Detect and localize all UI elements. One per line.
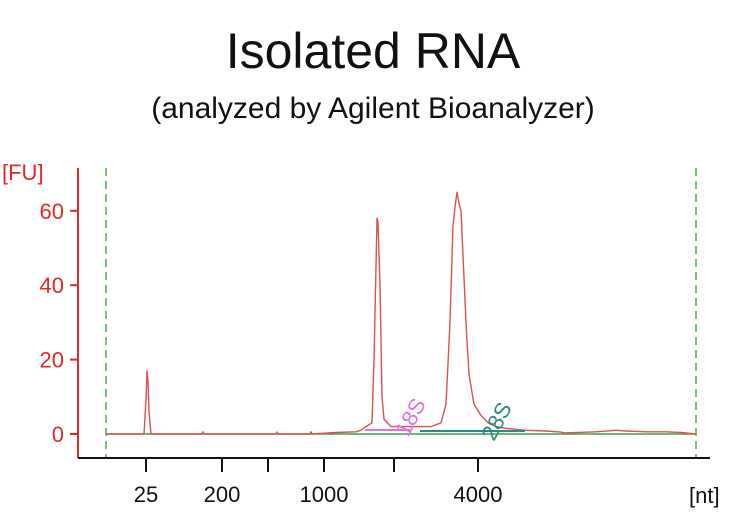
y-tick-label: 0 [52, 422, 64, 447]
signal-trace [106, 191, 697, 435]
x-axis-label: [nt] [689, 483, 720, 508]
x-tick-label: 25 [134, 482, 158, 507]
y-tick-label: 60 [40, 199, 64, 224]
annotation-28s: 28S [476, 398, 516, 444]
series-layer [106, 191, 697, 435]
y-axis-label: [FU] [2, 160, 44, 185]
x-ticks: 25 200 1000 4000 [134, 458, 503, 507]
y-tick-label: 20 [40, 348, 64, 373]
chart-title: Isolated RNA [225, 23, 521, 79]
y-tick-label: 40 [40, 273, 64, 298]
x-tick-label: 200 [204, 482, 241, 507]
y-ticks: 0 20 40 60 [40, 199, 78, 447]
chart-subtitle: (analyzed by Agilent Bioanalyzer) [151, 92, 595, 125]
x-tick-label: 1000 [300, 482, 349, 507]
x-tick-label: 4000 [454, 482, 503, 507]
